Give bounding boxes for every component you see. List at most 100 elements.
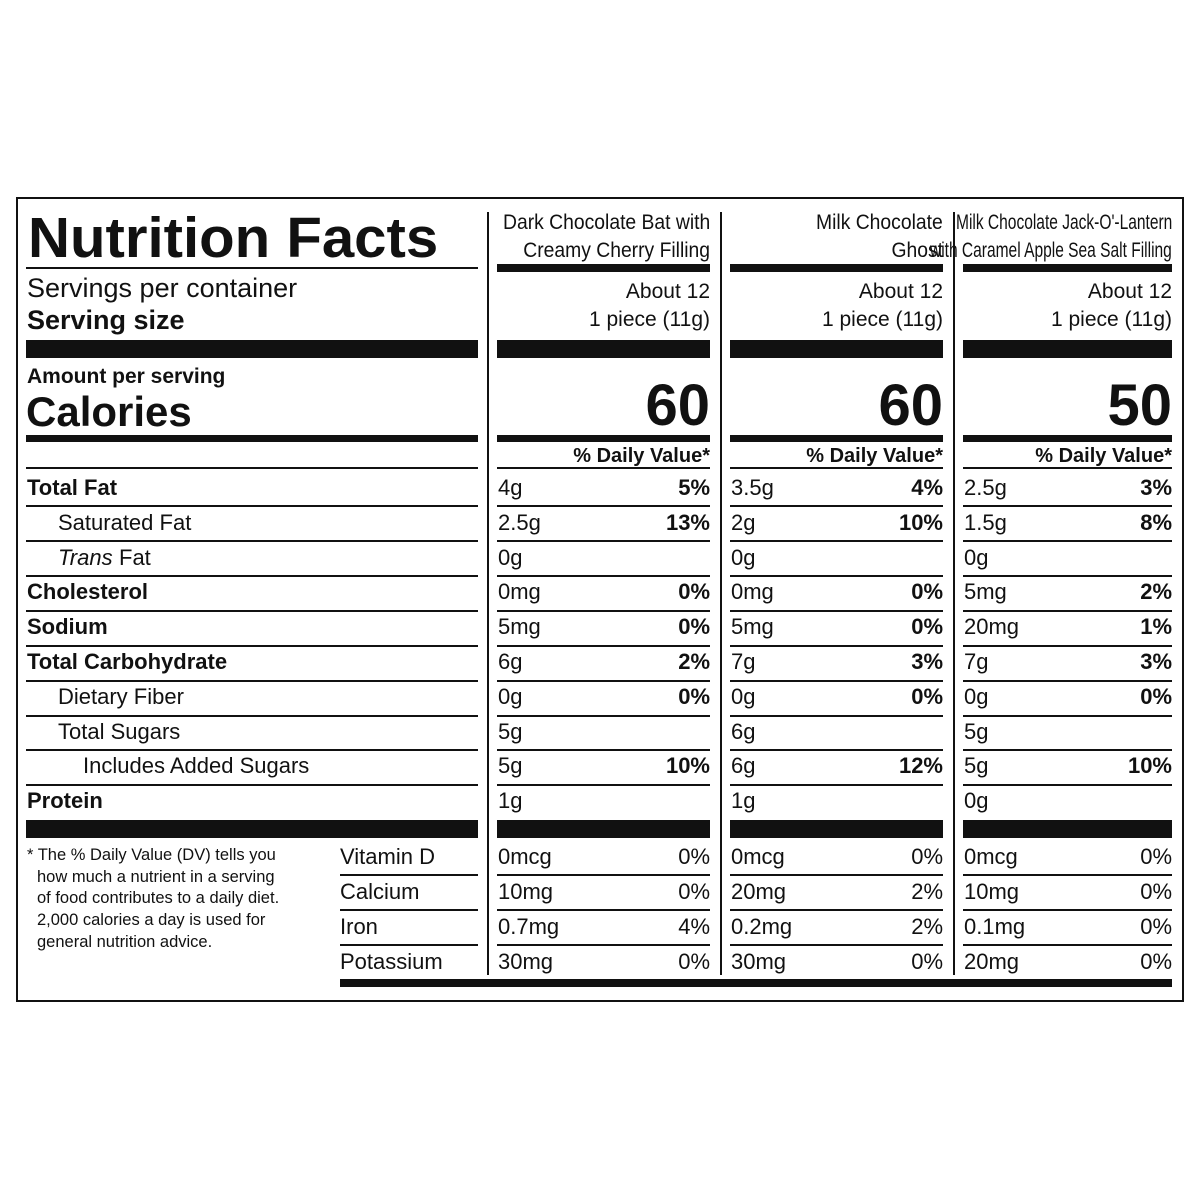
amount: 0g	[964, 683, 989, 709]
footnote: 2,000 calories a day is used for	[37, 910, 266, 929]
footnote: * The % Daily Value (DV) tells you	[27, 846, 276, 865]
rule	[963, 575, 1172, 577]
rule	[340, 944, 478, 946]
servings: About 12	[1087, 280, 1172, 304]
daily-value: 0%	[678, 578, 710, 604]
rule	[730, 645, 943, 647]
rule	[730, 575, 943, 577]
footnote: general nutrition advice.	[37, 932, 213, 951]
nutrient-name: Total Sugars	[58, 718, 181, 744]
amount: 0mcg	[731, 843, 785, 869]
amount: 2g	[731, 509, 756, 535]
amount: 0g	[498, 544, 523, 570]
rule	[730, 909, 943, 911]
rule	[963, 909, 1172, 911]
amount: 10mg	[498, 878, 554, 904]
rule	[26, 680, 478, 682]
rule	[26, 784, 478, 786]
servings: About 12	[858, 280, 943, 304]
thick-bar	[497, 340, 710, 358]
rule	[497, 505, 710, 507]
label: Calories	[26, 387, 192, 435]
vitamin-name: Potassium	[340, 948, 443, 974]
daily-value: 0%	[678, 683, 710, 709]
thick-bar	[26, 820, 478, 838]
rule	[340, 874, 478, 876]
amount: 0g	[964, 544, 989, 570]
rule	[963, 874, 1172, 876]
amount: 0mcg	[964, 843, 1018, 869]
rule	[963, 505, 1172, 507]
rule	[26, 610, 478, 612]
daily-value: 1%	[1140, 613, 1172, 639]
amount: 5g	[964, 752, 989, 778]
amount: 20mg	[964, 613, 1020, 639]
rule	[730, 784, 943, 786]
rule	[497, 645, 710, 647]
amount: 0mg	[498, 578, 541, 604]
rule	[730, 944, 943, 946]
rule	[730, 610, 943, 612]
amount: 20mg	[731, 878, 787, 904]
medium-bar	[497, 435, 710, 442]
daily-value: 3%	[911, 648, 943, 674]
amount: 0.2mg	[731, 913, 793, 939]
daily-value: 10%	[898, 509, 943, 535]
amount: 6g	[731, 718, 756, 744]
rule	[497, 874, 710, 876]
amount: 5mg	[731, 613, 774, 639]
rule	[26, 267, 478, 269]
rule	[963, 680, 1172, 682]
amount: 1.5g	[964, 509, 1007, 535]
calories: 50	[1107, 373, 1172, 439]
thick-bar	[963, 820, 1172, 838]
nutrient-name: Cholesterol	[27, 578, 149, 604]
rule	[730, 874, 943, 876]
amount: 30mg	[498, 948, 554, 974]
rule	[963, 467, 1172, 469]
rule	[497, 575, 710, 577]
amount: 10mg	[964, 878, 1020, 904]
rule	[26, 467, 478, 469]
column-divider	[487, 212, 489, 975]
amount: 0.7mg	[498, 913, 560, 939]
vitamin-name: Calcium	[340, 878, 420, 904]
nutrient-name: Total Fat	[27, 474, 118, 500]
footnote: of food contributes to a daily diet.	[37, 889, 280, 908]
serving-size: 1 piece (11g)	[1050, 308, 1172, 332]
daily-value: 2%	[1140, 578, 1172, 604]
amount: 6g	[498, 648, 523, 674]
product-name: Dark Chocolate Bat with	[502, 211, 710, 235]
vitamin-name: Iron	[340, 913, 378, 939]
product-name: Ghost	[891, 239, 943, 263]
daily-value: 2%	[678, 648, 710, 674]
amount: 0mg	[731, 578, 774, 604]
rule	[730, 715, 943, 717]
nutrient-name: Protein	[27, 787, 103, 813]
nutrient-name: Fat	[119, 544, 151, 570]
amount: 20mg	[964, 948, 1020, 974]
label: Serving size	[27, 304, 185, 335]
daily-value: 0%	[678, 843, 710, 869]
label: Amount per serving	[27, 365, 226, 389]
rule	[497, 467, 710, 469]
medium-bar	[963, 435, 1172, 442]
rule	[340, 909, 478, 911]
daily-value: 13%	[665, 509, 710, 535]
rule	[963, 715, 1172, 717]
rule	[963, 784, 1172, 786]
nutrient-name: Dietary Fiber	[58, 683, 184, 709]
dv-header: % Daily Value*	[806, 445, 943, 467]
daily-value: 5%	[678, 474, 710, 500]
nutrient-name: Sodium	[27, 613, 108, 639]
daily-value: 0%	[1140, 683, 1172, 709]
daily-value: 12%	[898, 752, 943, 778]
nutrient-name: Trans	[58, 544, 113, 570]
amount: 1g	[498, 787, 523, 813]
rule	[26, 575, 478, 577]
serving-size: 1 piece (11g)	[821, 308, 943, 332]
thick-bar	[497, 820, 710, 838]
dv-header: % Daily Value*	[1035, 445, 1172, 467]
amount: 5mg	[964, 578, 1007, 604]
